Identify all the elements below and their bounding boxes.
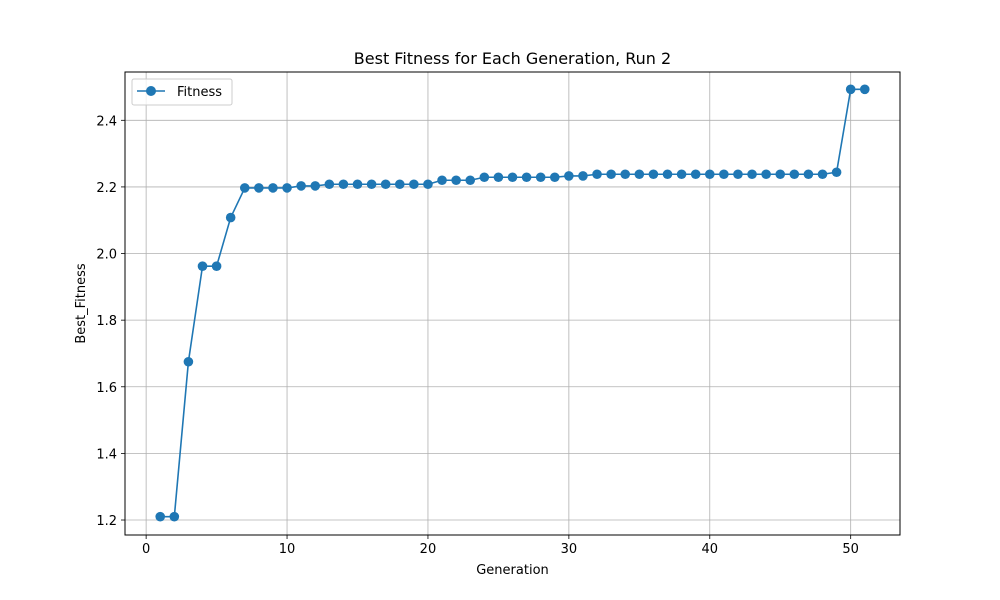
axes-frame bbox=[124, 71, 901, 536]
grid-lines bbox=[125, 72, 900, 535]
legend-label: Fitness bbox=[177, 85, 222, 100]
x-tick-label: 40 bbox=[701, 542, 718, 557]
data-point bbox=[578, 171, 588, 181]
data-point bbox=[197, 261, 208, 271]
y-tick-label: 1.8 bbox=[96, 314, 117, 329]
plot-area bbox=[155, 84, 870, 522]
data-point bbox=[409, 179, 419, 190]
y-axis-label: Best_Fitness bbox=[74, 263, 89, 344]
legend-marker bbox=[146, 86, 156, 96]
data-point bbox=[465, 175, 476, 186]
y-tick-label: 1.6 bbox=[96, 381, 117, 396]
data-point bbox=[211, 261, 222, 271]
data-point bbox=[592, 169, 602, 180]
data-point bbox=[648, 169, 659, 180]
data-point bbox=[380, 179, 391, 190]
data-point bbox=[296, 181, 306, 191]
data-point bbox=[831, 167, 842, 178]
data-point bbox=[254, 183, 264, 193]
x-tick-label: 30 bbox=[561, 542, 578, 557]
data-point bbox=[564, 171, 574, 181]
x-tick-label: 0 bbox=[142, 542, 150, 557]
data-point bbox=[282, 183, 292, 193]
data-point bbox=[620, 169, 631, 180]
data-point bbox=[859, 84, 870, 95]
data-point bbox=[747, 169, 757, 180]
data-point bbox=[451, 175, 461, 186]
data-point bbox=[225, 212, 236, 223]
data-point bbox=[634, 169, 645, 180]
data-point bbox=[789, 169, 800, 180]
data-point bbox=[690, 169, 701, 180]
y-tick-label: 2.4 bbox=[96, 114, 117, 129]
data-point bbox=[169, 511, 180, 522]
data-point bbox=[606, 169, 616, 180]
data-point bbox=[704, 169, 715, 180]
x-tick-label: 20 bbox=[420, 542, 437, 557]
data-point bbox=[437, 175, 447, 186]
data-point bbox=[662, 169, 673, 180]
x-tick-label: 50 bbox=[842, 542, 859, 557]
y-tick-label: 2.0 bbox=[96, 248, 117, 263]
axis-ticks: 0 10 20 30 40 50 1.2 1.4 1.6 1.8 2.0 2.2 2.4 bbox=[96, 114, 859, 557]
data-point bbox=[521, 172, 532, 183]
y-tick-label: 1.2 bbox=[96, 514, 117, 529]
data-point bbox=[155, 511, 166, 522]
data-point bbox=[733, 169, 743, 180]
data-point bbox=[507, 172, 518, 183]
data-point bbox=[775, 169, 786, 180]
chart-title: Best Fitness for Each Generation, Run 2 bbox=[354, 49, 671, 68]
data-point bbox=[549, 172, 560, 183]
data-point bbox=[479, 172, 490, 183]
legend-box bbox=[131, 78, 233, 106]
legend: Fitness bbox=[131, 78, 233, 106]
data-point bbox=[268, 183, 278, 193]
data-point bbox=[493, 172, 504, 183]
data-point bbox=[366, 179, 377, 190]
data-point bbox=[338, 179, 349, 190]
x-axis-label: Generation bbox=[476, 563, 549, 578]
data-point bbox=[845, 84, 856, 95]
data-point bbox=[310, 181, 321, 191]
y-tick-label: 1.4 bbox=[96, 447, 117, 462]
data-point bbox=[719, 169, 729, 180]
data-point bbox=[817, 169, 828, 180]
data-point bbox=[324, 179, 335, 190]
data-point bbox=[239, 183, 250, 193]
y-tick-label: 2.2 bbox=[96, 181, 117, 196]
data-point bbox=[352, 179, 363, 190]
data-point bbox=[183, 356, 194, 367]
data-point bbox=[394, 179, 405, 190]
series-line-fitness bbox=[160, 88, 865, 518]
data-point bbox=[803, 169, 814, 180]
data-point bbox=[761, 169, 771, 180]
x-tick-label: 10 bbox=[279, 542, 296, 557]
data-point bbox=[535, 172, 546, 183]
data-point bbox=[676, 169, 687, 180]
data-point bbox=[423, 179, 433, 190]
